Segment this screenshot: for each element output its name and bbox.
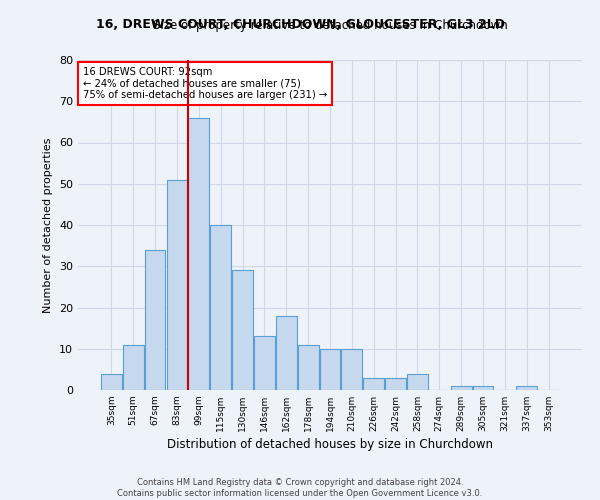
Bar <box>364 378 384 390</box>
Bar <box>145 250 166 390</box>
X-axis label: Distribution of detached houses by size in Churchdown: Distribution of detached houses by size … <box>167 438 493 451</box>
Bar <box>167 180 187 390</box>
Bar <box>123 344 143 390</box>
Bar <box>254 336 275 390</box>
Bar <box>232 270 253 390</box>
Title: Size of property relative to detached houses in Churchdown: Size of property relative to detached ho… <box>152 20 508 32</box>
Bar <box>473 386 493 390</box>
Bar <box>407 374 428 390</box>
Bar <box>451 386 472 390</box>
Bar <box>385 378 406 390</box>
Bar <box>210 225 231 390</box>
Bar <box>188 118 209 390</box>
Y-axis label: Number of detached properties: Number of detached properties <box>43 138 53 312</box>
Bar <box>101 374 122 390</box>
Bar <box>517 386 537 390</box>
Bar <box>298 344 319 390</box>
Bar <box>276 316 296 390</box>
Bar <box>341 349 362 390</box>
Text: 16, DREWS COURT, CHURCHDOWN, GLOUCESTER, GL3 2LD: 16, DREWS COURT, CHURCHDOWN, GLOUCESTER,… <box>95 18 505 30</box>
Text: Contains HM Land Registry data © Crown copyright and database right 2024.
Contai: Contains HM Land Registry data © Crown c… <box>118 478 482 498</box>
Text: 16 DREWS COURT: 92sqm
← 24% of detached houses are smaller (75)
75% of semi-deta: 16 DREWS COURT: 92sqm ← 24% of detached … <box>83 66 327 100</box>
Bar <box>320 349 340 390</box>
